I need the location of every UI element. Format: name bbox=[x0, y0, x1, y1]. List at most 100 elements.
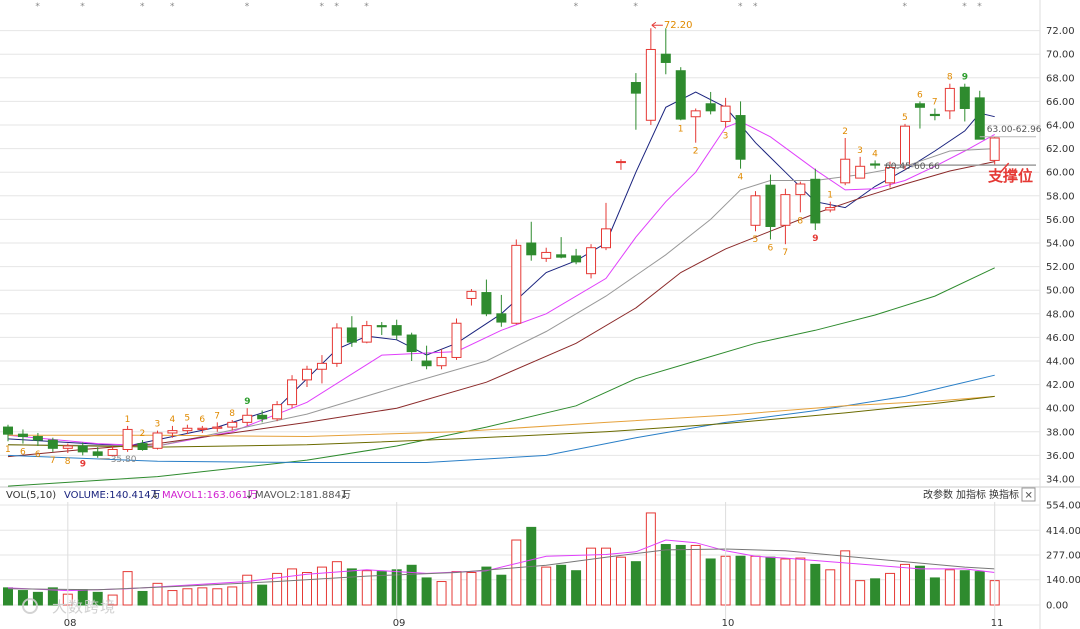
volume-bar[interactable] bbox=[870, 578, 881, 606]
volume-bar[interactable] bbox=[735, 555, 746, 606]
candle-body[interactable] bbox=[302, 368, 312, 381]
volume-bar[interactable] bbox=[660, 544, 671, 606]
candle-body[interactable] bbox=[526, 242, 537, 256]
volume-bar[interactable] bbox=[47, 587, 58, 606]
candle-body[interactable] bbox=[287, 379, 298, 406]
volume-bar[interactable] bbox=[346, 568, 357, 606]
volume-bar[interactable] bbox=[227, 586, 238, 606]
candle-body[interactable] bbox=[780, 194, 791, 226]
candle-body[interactable] bbox=[331, 327, 342, 364]
candle-body[interactable] bbox=[541, 251, 552, 259]
edit-params-button[interactable]: 改参数 bbox=[923, 488, 953, 501]
candle-body[interactable] bbox=[675, 70, 686, 120]
volume-bar[interactable] bbox=[825, 569, 836, 606]
volume-bar[interactable] bbox=[675, 544, 686, 606]
candle-body[interactable] bbox=[272, 404, 283, 420]
candle-body[interactable] bbox=[152, 432, 163, 449]
volume-bar[interactable] bbox=[795, 557, 806, 606]
volume-bar[interactable] bbox=[900, 563, 910, 606]
candle-body[interactable] bbox=[212, 426, 223, 429]
candle-body[interactable] bbox=[914, 103, 925, 108]
candle-body[interactable] bbox=[959, 86, 970, 109]
candlesticks[interactable] bbox=[3, 28, 1000, 458]
candle-body[interactable] bbox=[630, 82, 641, 94]
volume-bar[interactable] bbox=[287, 568, 298, 606]
volume-bar[interactable] bbox=[914, 565, 925, 606]
volume-bar[interactable] bbox=[496, 574, 507, 606]
volume-bar[interactable] bbox=[92, 591, 103, 606]
candle-body[interactable] bbox=[167, 430, 178, 434]
candle-body[interactable] bbox=[47, 439, 58, 449]
candle-body[interactable] bbox=[376, 325, 387, 328]
candle-body[interactable] bbox=[690, 110, 701, 118]
volume-bar[interactable] bbox=[302, 572, 312, 606]
volume-bar[interactable] bbox=[765, 556, 776, 606]
volume-bar[interactable] bbox=[107, 594, 118, 606]
volume-bar[interactable] bbox=[406, 564, 417, 606]
volume-bar[interactable] bbox=[750, 555, 761, 606]
volume-bar[interactable] bbox=[571, 570, 582, 606]
candle-body[interactable] bbox=[227, 421, 238, 428]
volume-bar[interactable] bbox=[376, 571, 387, 606]
candle-body[interactable] bbox=[481, 292, 492, 315]
candle-body[interactable] bbox=[32, 436, 43, 441]
candle-body[interactable] bbox=[900, 125, 910, 166]
volume-bar[interactable] bbox=[152, 582, 163, 606]
candle-body[interactable] bbox=[62, 445, 73, 449]
volume-bar[interactable] bbox=[421, 577, 432, 606]
candle-body[interactable] bbox=[257, 414, 268, 420]
candle-body[interactable] bbox=[660, 53, 671, 63]
candle-body[interactable] bbox=[885, 166, 896, 184]
candle-body[interactable] bbox=[615, 161, 626, 164]
candle-body[interactable] bbox=[496, 313, 507, 323]
volume-bar[interactable] bbox=[451, 571, 462, 606]
candle-body[interactable] bbox=[795, 183, 806, 196]
candle-body[interactable] bbox=[182, 427, 193, 432]
candle-body[interactable] bbox=[870, 163, 881, 166]
volume-bar[interactable] bbox=[944, 569, 955, 606]
candle-body[interactable] bbox=[511, 244, 522, 324]
volume-bar[interactable] bbox=[436, 581, 447, 606]
close-panel-button[interactable] bbox=[1021, 487, 1036, 502]
candle-body[interactable] bbox=[929, 113, 940, 117]
volume-bar[interactable] bbox=[601, 547, 611, 606]
switch-indicator-button[interactable]: 换指标 bbox=[989, 488, 1019, 501]
candle-body[interactable] bbox=[705, 103, 716, 112]
candle-body[interactable] bbox=[3, 426, 13, 435]
candle-body[interactable] bbox=[361, 325, 372, 343]
volume-bar[interactable] bbox=[885, 572, 896, 606]
candle-body[interactable] bbox=[944, 87, 955, 112]
candle-body[interactable] bbox=[825, 207, 836, 211]
candle-body[interactable] bbox=[645, 48, 656, 121]
candle-body[interactable] bbox=[735, 115, 746, 160]
candle-body[interactable] bbox=[586, 247, 597, 275]
close-icon[interactable]: ✕ bbox=[1025, 491, 1033, 502]
volume-bar[interactable] bbox=[3, 587, 13, 606]
candle-body[interactable] bbox=[466, 290, 477, 299]
candle-body[interactable] bbox=[77, 445, 88, 453]
volume-bar[interactable] bbox=[182, 588, 193, 606]
volume-bar[interactable] bbox=[32, 591, 43, 606]
volume-bar[interactable] bbox=[586, 547, 597, 606]
candle-body[interactable] bbox=[17, 433, 28, 438]
volume-bar[interactable] bbox=[690, 544, 701, 606]
volume-bar[interactable] bbox=[167, 590, 178, 606]
candle-body[interactable] bbox=[451, 322, 462, 358]
candle-body[interactable] bbox=[571, 255, 582, 263]
candle-body[interactable] bbox=[346, 327, 357, 343]
candle-body[interactable] bbox=[810, 178, 821, 224]
volume-bar[interactable] bbox=[705, 558, 716, 606]
volume-bar[interactable] bbox=[272, 572, 283, 606]
volume-bar[interactable] bbox=[855, 580, 866, 606]
candle-body[interactable] bbox=[989, 137, 1000, 161]
candle-body[interactable] bbox=[601, 228, 611, 249]
volume-bar[interactable] bbox=[316, 566, 327, 606]
candle-body[interactable] bbox=[137, 443, 148, 451]
volume-bar[interactable] bbox=[197, 587, 208, 606]
candle-body[interactable] bbox=[122, 428, 133, 451]
volume-bar[interactable] bbox=[242, 574, 253, 606]
volume-bar[interactable] bbox=[466, 572, 477, 606]
candle-body[interactable] bbox=[855, 165, 866, 179]
candle-body[interactable] bbox=[720, 105, 731, 122]
candle-body[interactable] bbox=[421, 360, 432, 367]
